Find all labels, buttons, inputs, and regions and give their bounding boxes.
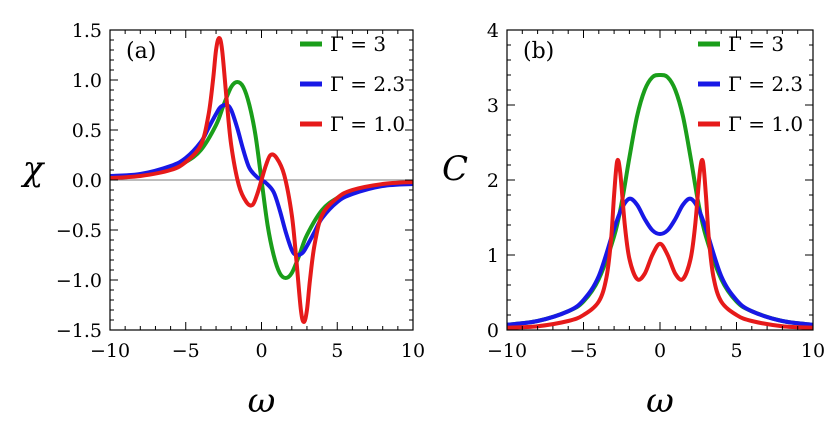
x-tick-label: −10 (90, 340, 130, 362)
series-line-1 (506, 196, 814, 327)
y-tick-label: 0.5 (72, 120, 102, 142)
y-tick-label: 0 (487, 320, 499, 342)
x-tick-label: −5 (172, 340, 200, 362)
x-tick-label: −5 (569, 340, 597, 362)
x-tick-label: 0 (654, 340, 666, 362)
y-tick-label: 3 (487, 95, 499, 117)
series-line-2 (506, 157, 814, 330)
x-tick-label: 10 (401, 340, 425, 362)
y-axis-title: C (442, 149, 468, 189)
panel-tag: (b) (523, 39, 554, 64)
panel-tag: (a) (126, 39, 156, 64)
y-tick-label: 1.5 (72, 20, 102, 42)
x-axis-title: ω (646, 381, 674, 421)
x-tick-label: −10 (487, 340, 527, 362)
panel-a: −10 −5 0 5 10 −1.5 −1.0 −0.5 0.0 0.5 1.0 1.5 ω χ (a) Γ … (21, 20, 425, 421)
y-tick-label: 1 (487, 245, 499, 267)
legend-label: Γ = 1.0 (728, 112, 803, 136)
x-axis-title: ω (248, 381, 276, 421)
y-tick-label: −0.5 (56, 220, 102, 242)
legend-label: Γ = 3 (728, 32, 784, 56)
x-tick-label: 0 (255, 340, 267, 362)
y-tick-label: −1.5 (56, 320, 102, 342)
y-tick-label: 0.0 (72, 170, 102, 192)
y-tick-label: 2 (487, 170, 499, 192)
x-tick-label: 5 (730, 340, 742, 362)
y-axis-title: χ (21, 149, 46, 189)
x-tick-label: 10 (801, 340, 825, 362)
legend-label: Γ = 3 (330, 32, 386, 56)
y-tick-label: −1.0 (56, 270, 102, 292)
legend-label: Γ = 1.0 (330, 112, 405, 136)
y-tick-label: 1.0 (72, 70, 102, 92)
panel-b: −10 −5 0 5 10 0 1 2 3 4 ω C (b) Γ = 3 Γ = 2.3 Γ = 1.0 (442, 20, 825, 421)
x-tick-label: 5 (331, 340, 343, 362)
legend-label: Γ = 2.3 (330, 72, 405, 96)
y-tick-label: 4 (487, 20, 499, 42)
series-line-2 (109, 36, 414, 324)
legend-label: Γ = 2.3 (728, 72, 803, 96)
